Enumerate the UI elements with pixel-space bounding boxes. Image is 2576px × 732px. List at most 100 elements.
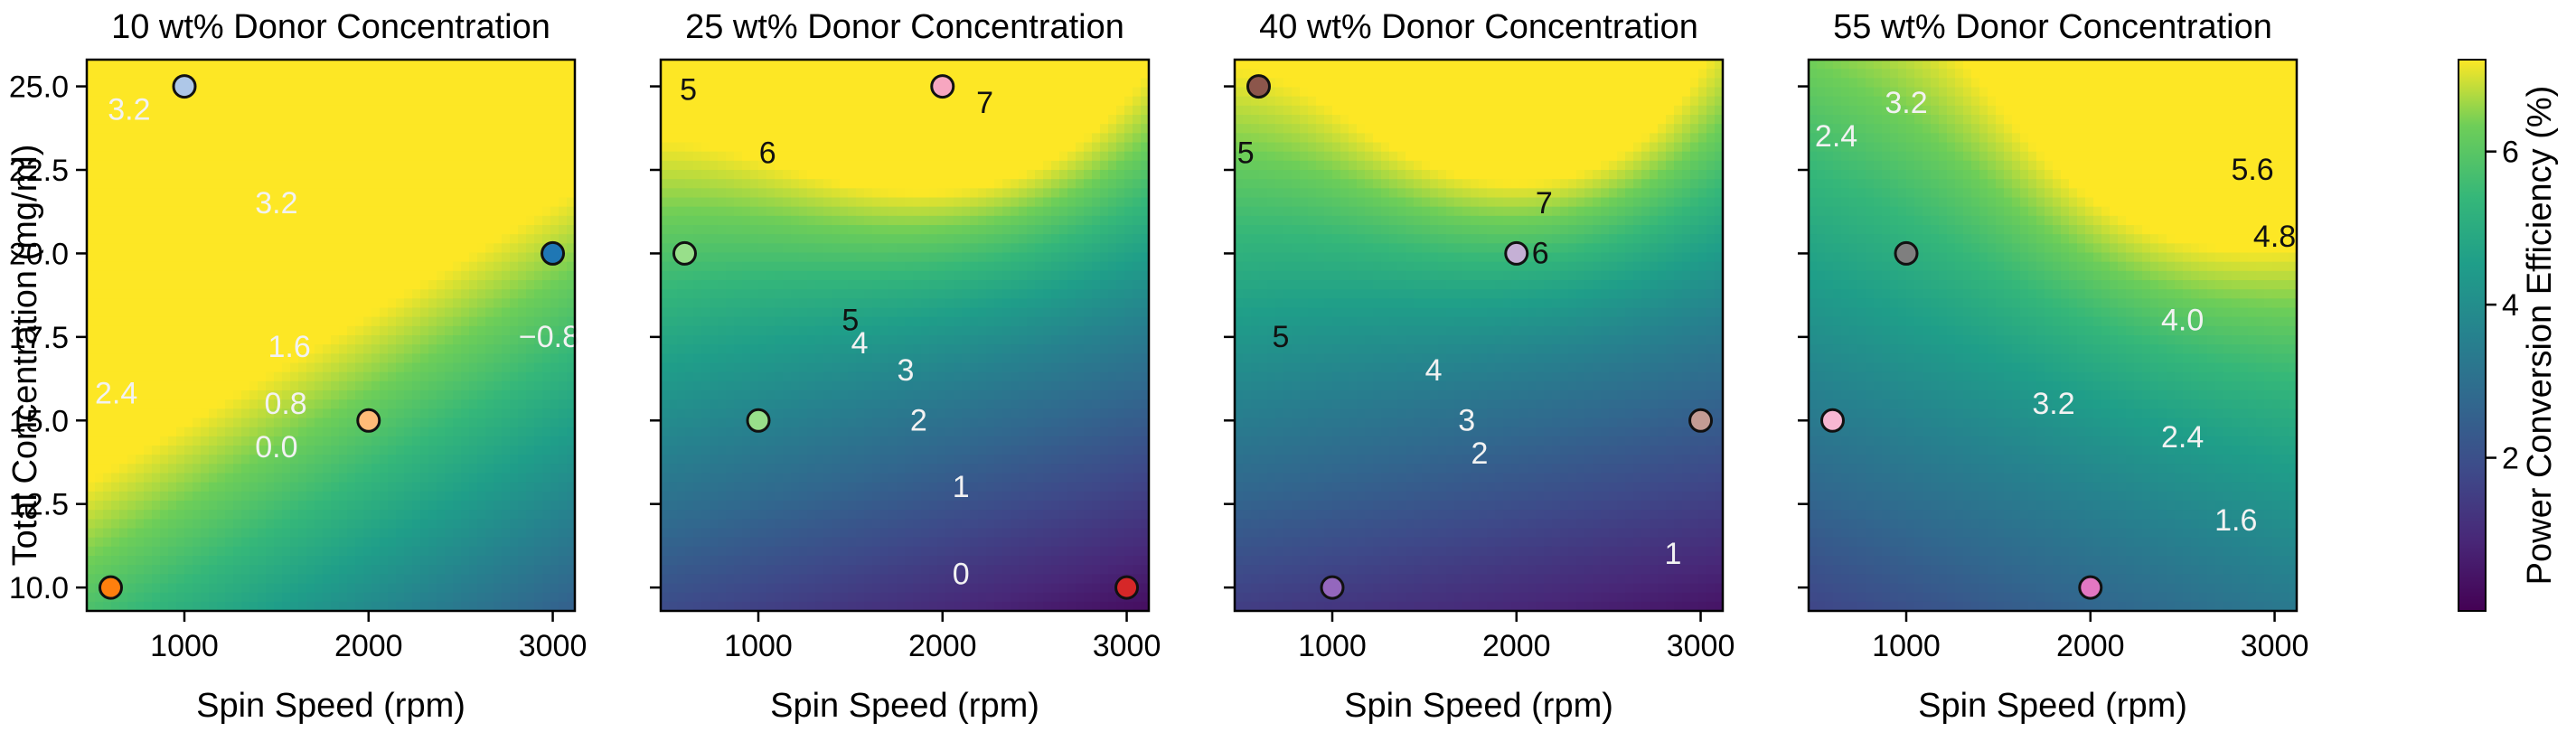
heatmap-cell xyxy=(420,225,429,235)
heatmap-cell xyxy=(315,399,324,409)
heatmap-cell xyxy=(477,78,486,89)
heatmap-cell xyxy=(282,96,291,107)
heatmap-cell xyxy=(550,574,559,585)
heatmap-cell xyxy=(428,215,437,226)
heatmap-cell xyxy=(201,225,210,235)
heatmap-cell xyxy=(331,280,340,290)
heatmap-cell xyxy=(799,446,808,455)
heatmap-cell xyxy=(331,436,340,446)
heatmap-cell xyxy=(388,179,397,189)
heatmap-cell xyxy=(437,87,446,98)
heatmap-cell xyxy=(152,206,161,217)
heatmap-cell xyxy=(298,491,307,502)
heatmap-cell xyxy=(807,482,816,493)
heatmap-cell xyxy=(701,188,710,199)
heatmap-cell xyxy=(225,601,234,612)
heatmap-cell xyxy=(355,252,364,263)
heatmap-cell xyxy=(742,243,751,254)
heatmap-cell xyxy=(542,78,551,89)
heatmap-cell xyxy=(567,197,576,208)
heatmap-cell xyxy=(249,115,259,125)
heatmap-cell xyxy=(693,455,702,465)
heatmap-cell xyxy=(144,87,153,98)
heatmap-cell xyxy=(758,565,767,575)
heatmap-cell xyxy=(111,78,120,89)
heatmap-cell xyxy=(87,546,96,557)
heatmap-cell xyxy=(184,289,193,299)
heatmap-cell xyxy=(87,115,96,125)
heatmap-cell xyxy=(144,280,153,290)
y-tick-label: 15.0 xyxy=(9,404,69,438)
heatmap-cell xyxy=(412,69,421,79)
heatmap-cell xyxy=(209,215,218,226)
heatmap-cell xyxy=(550,206,559,217)
heatmap-cell xyxy=(685,592,694,603)
heatmap-cell xyxy=(494,408,503,419)
heatmap-cell xyxy=(209,160,218,171)
heatmap-cell xyxy=(315,289,324,299)
heatmap-cell xyxy=(355,179,364,189)
heatmap-cell xyxy=(225,353,234,364)
heatmap-cell xyxy=(160,316,169,327)
heatmap-cell xyxy=(526,252,535,263)
heatmap-cell xyxy=(298,344,307,354)
heatmap-cell xyxy=(742,234,751,244)
heatmap-cell xyxy=(502,124,511,134)
heatmap-cell xyxy=(193,307,202,318)
heatmap-cell xyxy=(119,225,128,235)
heatmap-cell xyxy=(144,353,153,364)
heatmap-cell xyxy=(766,188,776,199)
heatmap-cell xyxy=(355,335,364,345)
heatmap-cell xyxy=(718,96,727,107)
heatmap-cell xyxy=(290,528,299,539)
heatmap-cell xyxy=(783,574,792,585)
heatmap-cell xyxy=(274,574,283,585)
heatmap-cell xyxy=(775,151,784,162)
heatmap-cell xyxy=(428,252,437,263)
heatmap-cell xyxy=(677,124,686,134)
heatmap-cell xyxy=(371,519,381,530)
heatmap-cell xyxy=(445,206,454,217)
heatmap-cell xyxy=(510,96,519,107)
heatmap-cell xyxy=(306,179,315,189)
heatmap-cell xyxy=(550,234,559,244)
heatmap-cell xyxy=(823,105,832,116)
heatmap-cell xyxy=(494,380,503,391)
heatmap-cell xyxy=(766,206,776,217)
heatmap-cell xyxy=(127,344,136,354)
heatmap-cell xyxy=(477,528,486,539)
heatmap-cell xyxy=(685,270,694,281)
heatmap-cell xyxy=(693,519,702,530)
heatmap-cell xyxy=(396,261,405,272)
heatmap-cell xyxy=(502,60,511,70)
heatmap-cell xyxy=(323,69,332,79)
heatmap-cell xyxy=(87,446,96,455)
heatmap-cell xyxy=(775,252,784,263)
heatmap-cell xyxy=(534,528,543,539)
heatmap-cell xyxy=(815,151,824,162)
heatmap-cell xyxy=(315,307,324,318)
heatmap-cell xyxy=(160,78,169,89)
heatmap-cell xyxy=(701,482,710,493)
heatmap-cell xyxy=(258,215,267,226)
heatmap-cell xyxy=(347,583,356,594)
heatmap-cell xyxy=(542,399,551,409)
heatmap-cell xyxy=(217,234,226,244)
heatmap-cell xyxy=(701,316,710,327)
heatmap-cell xyxy=(184,261,193,272)
heatmap-cell xyxy=(766,482,776,493)
heatmap-cell xyxy=(315,537,324,548)
heatmap-cell xyxy=(323,592,332,603)
heatmap-cell xyxy=(669,390,678,400)
heatmap-cell xyxy=(453,436,462,446)
heatmap-cell xyxy=(783,160,792,171)
heatmap-cell xyxy=(315,556,324,566)
heatmap-cell xyxy=(661,601,670,612)
heatmap-cell xyxy=(103,362,112,373)
heatmap-cell xyxy=(127,307,136,318)
heatmap-cell xyxy=(111,179,120,189)
heatmap-cell xyxy=(274,280,283,290)
heatmap-cell xyxy=(461,124,470,134)
heatmap-cell xyxy=(669,501,678,511)
heatmap-cell xyxy=(726,344,735,354)
